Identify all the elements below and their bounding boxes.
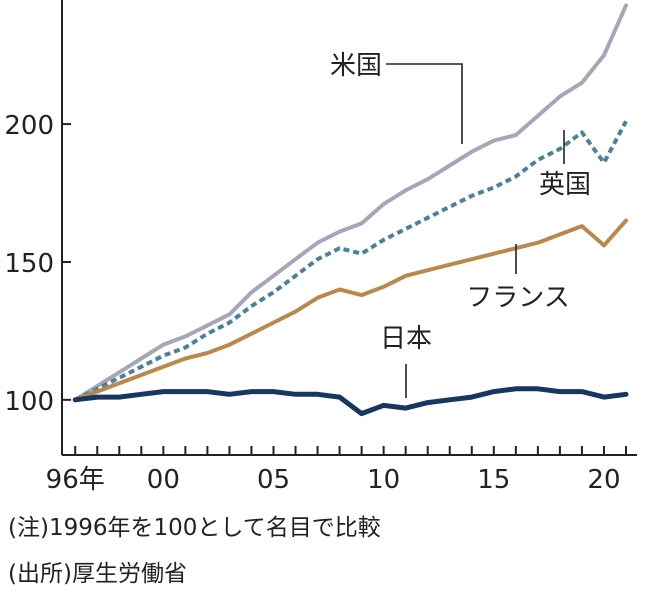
series-line-france	[73, 218, 628, 402]
x-tick-label-2000: 00	[147, 465, 180, 495]
series-line-japan	[72, 386, 629, 417]
y-tick-label-150: 150	[4, 249, 54, 279]
x-tick-label-2010: 10	[367, 465, 400, 495]
y-tick-label-100: 100	[4, 387, 54, 417]
y-tick-label-200: 200	[4, 111, 54, 141]
callout-label-japan: 日本	[380, 324, 432, 354]
x-tick-label-2020: 20	[587, 465, 620, 495]
x-tick-label-2005: 05	[257, 465, 290, 495]
note-comparison-basis: (注)1996年を100として名目で比較	[8, 515, 381, 541]
note-source: (出所)厚生労働省	[8, 561, 187, 587]
callout-label-france: フランス	[466, 283, 569, 313]
x-tick-label-2015: 15	[477, 465, 510, 495]
x-tick-label-1996: 96年	[46, 465, 105, 495]
callout-label-uk: 英国	[539, 170, 591, 200]
callout-label-us: 米国	[330, 51, 382, 81]
callout-leader-us	[386, 63, 463, 144]
series-line-us	[73, 3, 628, 402]
series-line-uk	[74, 120, 628, 402]
